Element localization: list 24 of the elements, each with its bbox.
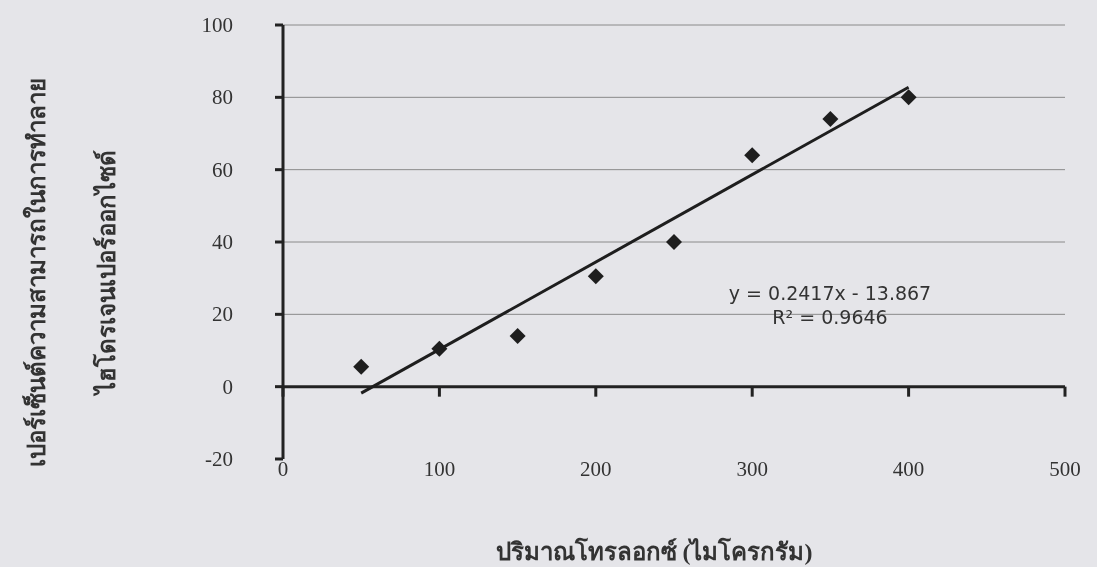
y-tick-label: 60	[212, 157, 233, 182]
point	[587, 268, 604, 285]
y-tick-label: 100	[201, 13, 233, 37]
x-tick-label: 300	[736, 457, 768, 481]
point	[353, 358, 370, 375]
y-tick-label: 40	[212, 230, 233, 254]
point	[744, 147, 761, 164]
y-tick-label: 80	[212, 85, 233, 110]
y-tick-label: 0	[222, 374, 233, 399]
x-tick-label: 0	[277, 457, 289, 481]
x-tick-label: 500	[1049, 457, 1081, 481]
x-tick-label: 100	[423, 457, 456, 481]
annotation: y = 0.2417x - 13.867	[728, 282, 932, 304]
y-tick-label: 20	[212, 302, 233, 327]
x-tick-label: 200	[580, 457, 612, 481]
point	[900, 89, 917, 106]
x-axis-title: ปริมาณโทรลอกซ์ (ไมโครกรัม)	[495, 537, 813, 565]
point	[666, 234, 682, 250]
y-tick-label: -20	[205, 447, 233, 471]
point	[509, 328, 526, 345]
text: เปอร์เซ็นต์ความสามารถในการทำลาย ไฮโดรเจนเปอร์ออกไซด์	[24, 77, 120, 467]
point	[822, 111, 839, 128]
annotation: R² = 0.9646	[772, 306, 888, 328]
x-tick-label: 400	[892, 457, 925, 481]
